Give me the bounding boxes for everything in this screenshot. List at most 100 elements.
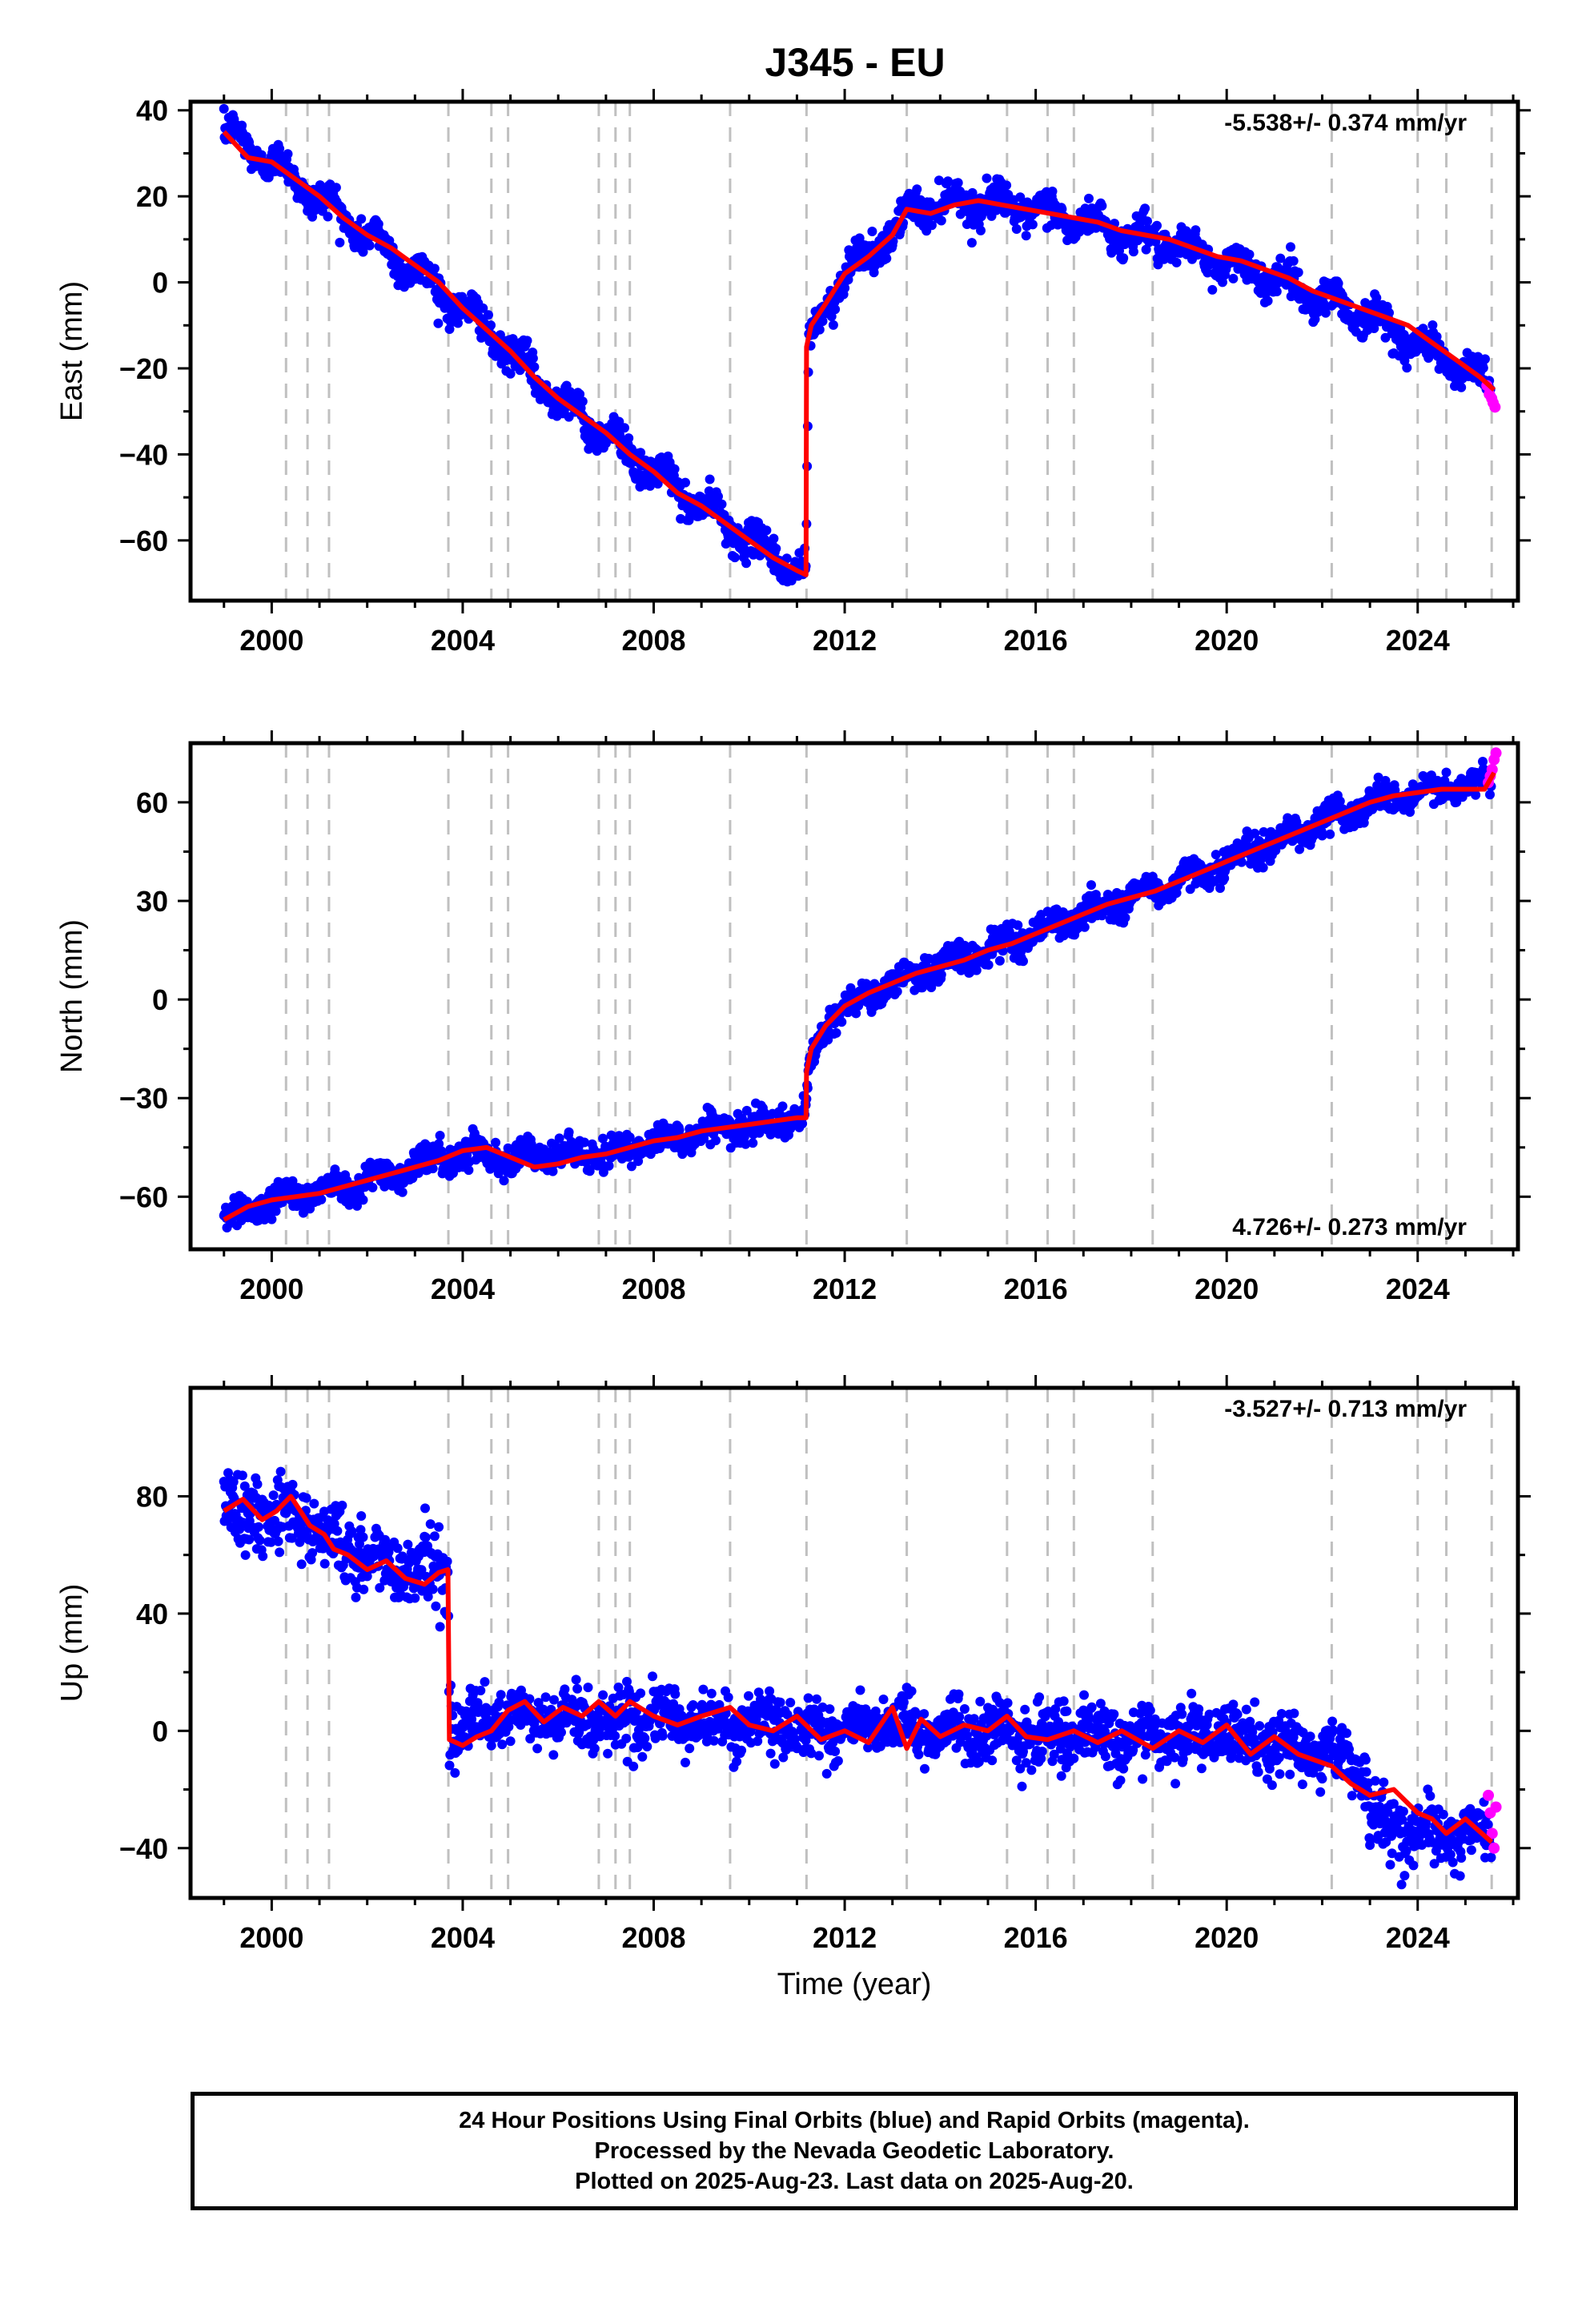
- final-orbit-point: [364, 240, 375, 251]
- final-orbit-point: [428, 1164, 438, 1174]
- final-orbit-point: [259, 1215, 270, 1224]
- final-orbit-point: [237, 1470, 247, 1481]
- final-orbit-point: [580, 1137, 589, 1148]
- final-orbit-point: [1142, 216, 1152, 227]
- final-orbit-point: [392, 1543, 403, 1554]
- final-orbit-point: [624, 1132, 635, 1143]
- y-tick-label: −20: [119, 352, 168, 385]
- final-orbit-point: [497, 1739, 508, 1750]
- y-tick-label: −30: [119, 1082, 168, 1115]
- final-orbit-point: [453, 318, 463, 328]
- final-orbit-point: [912, 184, 922, 195]
- final-orbit-point: [351, 1592, 361, 1602]
- final-orbit-point: [669, 464, 680, 474]
- model-line: [222, 130, 1496, 577]
- x-tick-label: 2000: [239, 1273, 303, 1305]
- x-tick-label: 2016: [1004, 624, 1068, 657]
- final-orbit-points: [219, 103, 1496, 587]
- x-tick-label: 2004: [431, 624, 495, 657]
- final-orbit-point: [1373, 772, 1383, 782]
- final-orbit-point: [403, 1539, 413, 1550]
- final-orbit-point: [420, 1532, 431, 1542]
- final-orbit-point: [309, 1498, 319, 1509]
- step-lines: [284, 1388, 1493, 1898]
- final-orbit-point: [287, 1479, 298, 1490]
- final-orbit-point: [252, 1479, 263, 1490]
- final-orbit-point: [851, 1008, 861, 1019]
- final-orbit-point: [240, 1550, 251, 1560]
- final-orbit-point: [729, 553, 740, 563]
- final-orbit-point: [554, 1133, 564, 1144]
- final-orbit-point: [1171, 257, 1182, 267]
- final-orbit-point: [416, 1565, 427, 1575]
- model-line: [223, 771, 1496, 1222]
- final-orbit-point: [1141, 244, 1151, 255]
- rapid-orbit-point: [1486, 763, 1498, 775]
- x-tick-label: 2012: [813, 624, 877, 657]
- final-orbit-point: [413, 1168, 424, 1178]
- x-tick-label: 2008: [621, 1273, 685, 1305]
- final-orbit-point: [777, 1101, 788, 1112]
- final-orbit-point: [1228, 273, 1239, 283]
- rate-label: -5.538+/- 0.374 mm/yr: [1224, 110, 1467, 136]
- final-orbit-point: [435, 1131, 445, 1140]
- final-orbit-point: [428, 1584, 438, 1594]
- final-orbit-point: [1011, 224, 1022, 234]
- final-orbit-point: [717, 499, 727, 509]
- final-orbit-point: [1004, 927, 1014, 937]
- final-orbit-point: [425, 1519, 436, 1530]
- final-orbit-point: [1218, 277, 1227, 287]
- y-tick-label: −60: [119, 525, 168, 557]
- final-orbit-point: [741, 1105, 752, 1116]
- final-orbit-point: [431, 1601, 441, 1611]
- final-orbit-point: [480, 1677, 490, 1687]
- y-axis-label: East (mm): [55, 281, 89, 421]
- final-orbit-point: [769, 533, 779, 544]
- final-orbit-point: [255, 1535, 265, 1546]
- x-tick-label: 2020: [1195, 624, 1259, 657]
- final-orbit-point: [983, 959, 994, 970]
- step-lines: [284, 102, 1493, 601]
- final-orbit-point: [380, 1534, 390, 1545]
- final-orbit-point: [228, 1477, 239, 1487]
- final-orbit-point: [1480, 354, 1490, 364]
- final-orbit-point: [283, 149, 293, 159]
- final-orbit-point: [953, 178, 963, 188]
- final-orbit-point: [373, 219, 383, 229]
- plot-frame: [188, 741, 1520, 1252]
- final-orbit-point: [1286, 242, 1295, 252]
- final-orbit-point: [652, 479, 663, 489]
- final-orbit-point: [505, 368, 516, 379]
- final-orbit-point: [1013, 920, 1023, 931]
- final-orbit-points: [219, 1466, 1496, 1890]
- final-orbit-point: [484, 310, 493, 320]
- final-orbit-point: [219, 103, 229, 114]
- final-orbit-point: [237, 120, 247, 131]
- final-orbit-point: [434, 1522, 444, 1532]
- final-orbit-point: [1456, 382, 1467, 392]
- final-orbit-point: [1219, 873, 1230, 883]
- final-orbit-point: [1478, 757, 1488, 766]
- final-orbit-point: [358, 247, 368, 257]
- final-orbit-point: [367, 1182, 378, 1192]
- y-axis-label: North (mm): [55, 919, 89, 1073]
- final-orbit-point: [301, 1493, 311, 1503]
- final-orbit-point: [826, 312, 837, 322]
- final-orbit-point: [983, 203, 994, 214]
- final-orbit-point: [926, 983, 937, 992]
- final-orbit-point: [830, 304, 841, 315]
- x-tick-label: 2012: [813, 1273, 877, 1305]
- final-orbit-point: [771, 544, 781, 553]
- y-tick-label: −40: [119, 438, 168, 471]
- final-orbit-point: [943, 176, 953, 187]
- final-orbit-point: [491, 1137, 500, 1148]
- final-orbit-point: [275, 143, 285, 154]
- final-orbit-point: [273, 1536, 283, 1546]
- final-orbit-point: [1402, 363, 1412, 373]
- final-orbit-point: [926, 220, 937, 231]
- final-orbit-point: [971, 965, 982, 975]
- final-orbit-point: [496, 1690, 506, 1700]
- final-orbit-point: [1018, 956, 1028, 967]
- final-orbit-point: [526, 1139, 536, 1149]
- final-orbit-point: [254, 1522, 263, 1532]
